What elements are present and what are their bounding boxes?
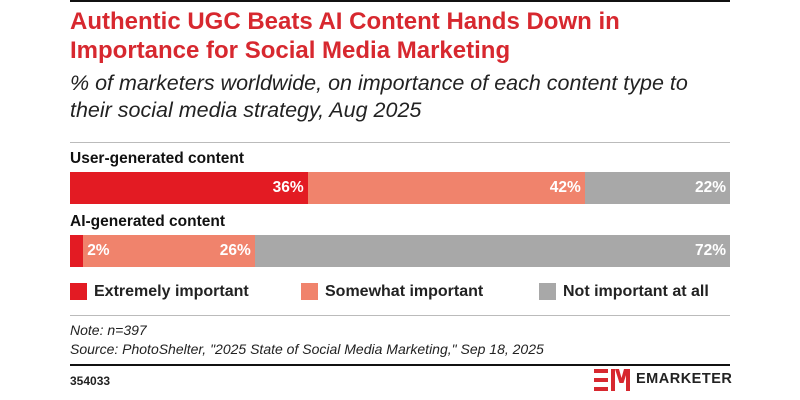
data-label-ugc-not-important: 22% <box>695 179 727 196</box>
bar-segment-ugc-somewhat-important <box>307 172 585 204</box>
brand-logo: EMARKETER <box>594 369 733 391</box>
bar-segment-ugc-not-important <box>584 172 730 204</box>
legend-label-not-important: Not important at all <box>563 283 709 300</box>
data-label-ai-somewhat-important: 26% <box>219 242 251 259</box>
subtitle-divider <box>70 142 730 143</box>
source-text: Source: PhotoShelter, "2025 State of Soc… <box>70 341 544 357</box>
bar-ugc: 36% 42% 22% <box>70 172 730 204</box>
chart-subtitle: % of marketers worldwide, on importance … <box>70 71 688 122</box>
top-rule <box>70 0 730 2</box>
footer-divider <box>70 315 730 316</box>
bar-segment-ai-somewhat-important <box>83 235 255 267</box>
chart-title: Authentic UGC Beats AI Content Hands Dow… <box>70 8 620 64</box>
legend-swatch-extremely-important <box>70 283 87 300</box>
legend-label-somewhat-important: Somewhat important <box>325 283 484 300</box>
legend: Extremely important Somewhat important N… <box>70 282 730 302</box>
bar-segment-ai-not-important <box>254 235 730 267</box>
legend-label-extremely-important: Extremely important <box>94 283 249 300</box>
category-label-ai: AI-generated content <box>70 213 226 230</box>
bottom-rule <box>70 364 730 366</box>
legend-swatch-not-important <box>539 283 556 300</box>
chart-id: 354033 <box>70 374 111 388</box>
bar-segment-ai-extremely-important <box>70 235 84 267</box>
category-label-ugc: User-generated content <box>70 150 244 167</box>
data-label-ai-not-important: 72% <box>695 242 727 259</box>
em-logo-icon <box>594 369 630 391</box>
data-label-ugc-somewhat-important: 42% <box>549 179 581 196</box>
data-label-ai-extremely-important: 2% <box>87 242 110 259</box>
bar-ai: 2% 26% 72% <box>70 235 730 267</box>
data-label-ugc-extremely-important: 36% <box>272 179 304 196</box>
legend-swatch-somewhat-important <box>301 283 318 300</box>
bar-segment-ugc-extremely-important <box>70 172 308 204</box>
brand-name: EMARKETER <box>636 371 733 387</box>
note-text: Note: n=397 <box>70 322 147 338</box>
